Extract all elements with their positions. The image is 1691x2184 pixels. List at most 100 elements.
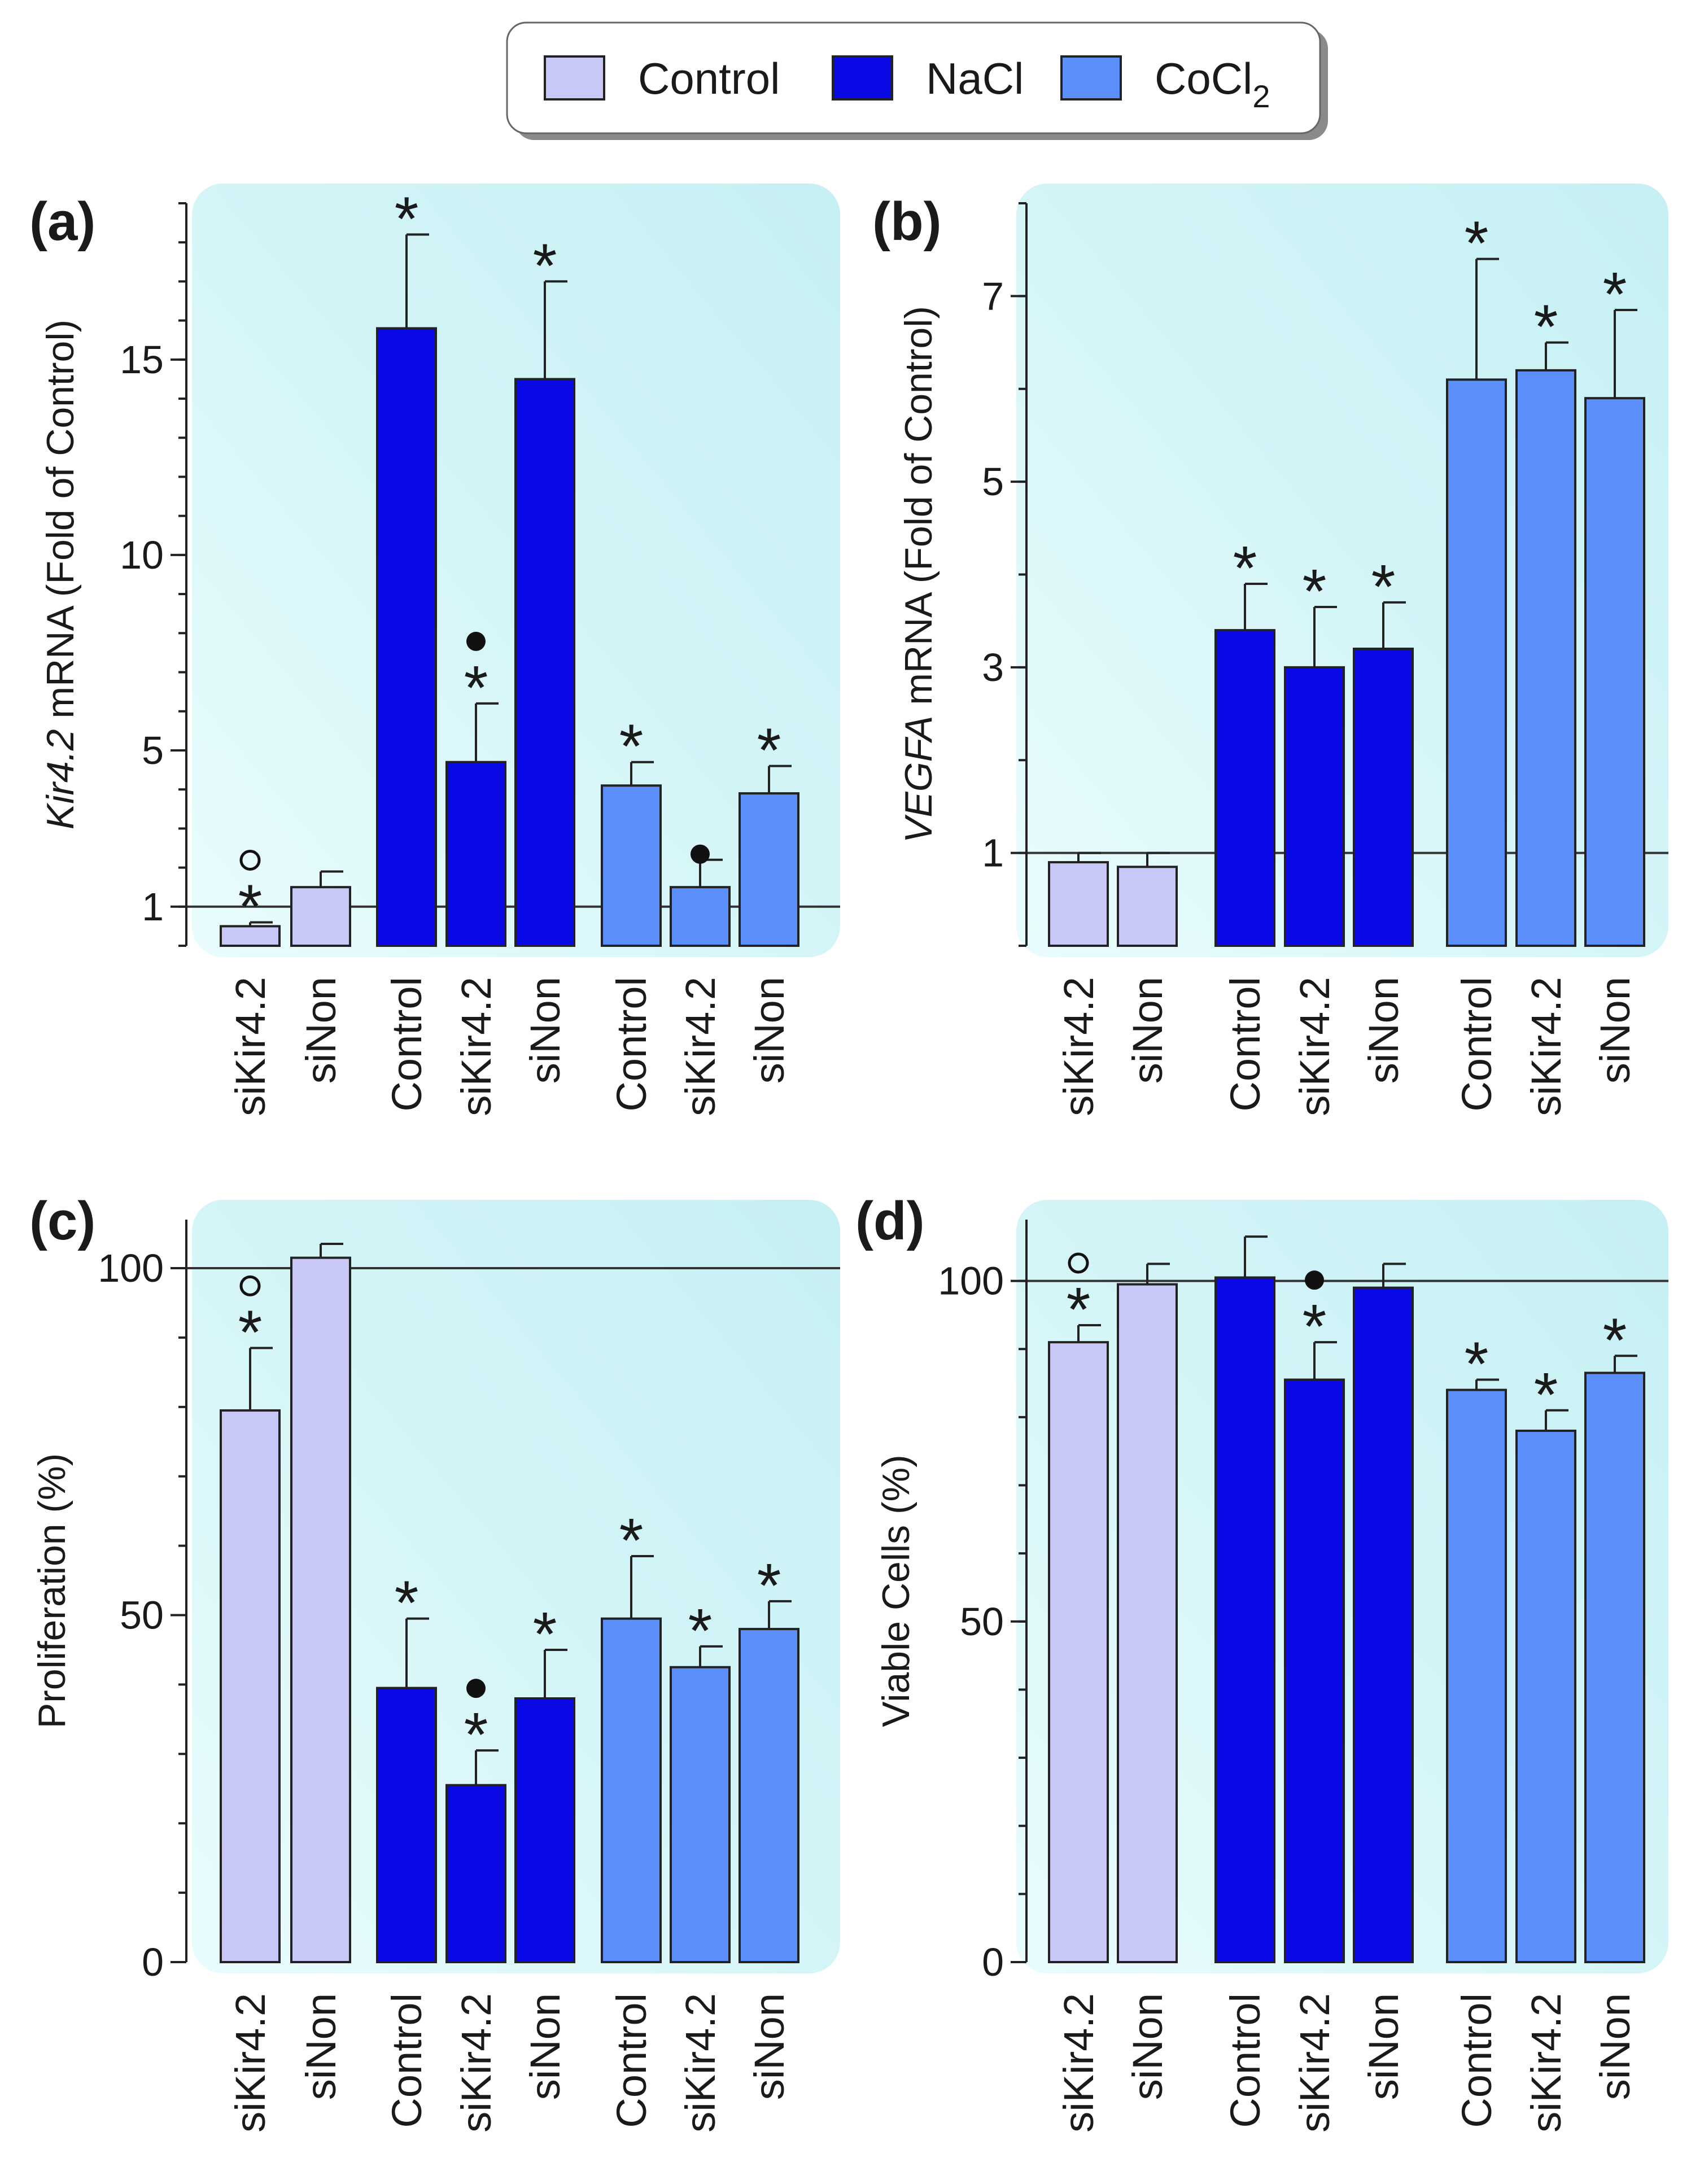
bar: [739, 1628, 799, 1964]
legend-label-nacl: NaCl: [926, 54, 1024, 103]
panel-b: (b) 1 3 5 7 VEGFA mRNA (Fold of Control) siKir…: [872, 184, 1668, 1116]
bar: [445, 761, 506, 947]
legend-subscript: 2: [1252, 78, 1270, 114]
category-label: siNon: [298, 1993, 344, 2100]
bar: [601, 784, 662, 947]
open-circle-marker: [239, 849, 261, 871]
bar: [670, 1666, 731, 1964]
significance-star: *: [1465, 1330, 1489, 1399]
significance-star: *: [1303, 557, 1327, 626]
panel-d: (d) 0 50 100 Viable Cells (%) * siKir4.2 siNon C…: [855, 1191, 1668, 2133]
significance-star: *: [1603, 260, 1627, 329]
category-label: Control: [383, 977, 430, 1112]
bar: [670, 886, 731, 947]
significance-star: *: [533, 231, 557, 300]
y-tick-label: 10: [120, 533, 164, 577]
bar: [1584, 1371, 1645, 1964]
category-label: siKir4.2: [677, 1993, 724, 2133]
category-label: siKir4.2: [453, 977, 500, 1116]
bar: [739, 792, 799, 947]
category-label: Control: [1453, 1993, 1500, 2128]
legend-swatch-control: [544, 55, 605, 101]
significance-star: *: [757, 716, 781, 785]
category-label: siKir4.2: [453, 1993, 500, 2133]
bar: [1584, 397, 1645, 947]
significance-star: *: [1534, 292, 1558, 362]
significance-star: *: [533, 1600, 557, 1669]
bar: [1353, 648, 1414, 947]
significance-star: *: [1465, 209, 1489, 278]
category-label: siKir4.2: [677, 977, 724, 1116]
significance-star: *: [395, 1569, 419, 1638]
category-label: siNon: [746, 977, 793, 1084]
legend-label-control: Control: [638, 54, 780, 103]
significance-star: *: [1303, 1292, 1327, 1361]
category-label: Control: [1453, 977, 1500, 1112]
significance-star: *: [395, 184, 419, 254]
legend: Control NaCl CoCl2: [506, 21, 1328, 140]
bar: [1353, 1286, 1414, 1963]
significance-star: *: [1534, 1360, 1558, 1430]
panel-label: (a): [29, 191, 95, 252]
category-label: siNon: [522, 1993, 569, 2100]
y-tick-label: 5: [982, 460, 1004, 504]
category-label: siNon: [1124, 1993, 1171, 2100]
category-label: Control: [608, 977, 655, 1112]
y-tick-label: 0: [982, 1940, 1004, 1984]
y-axis-title-text: mRNA (Fold of Control): [897, 306, 940, 716]
bar: [1048, 861, 1109, 947]
y-tick-label: 7: [982, 274, 1004, 318]
y-tick-label: 15: [120, 338, 164, 382]
legend-swatch-nacl: [832, 55, 893, 101]
y-axis-title-text: Viable Cells (%): [875, 1454, 917, 1727]
bar: [1446, 378, 1507, 947]
category-label: siNon: [1360, 1993, 1407, 2100]
bar: [601, 1617, 662, 1964]
significance-star: *: [757, 1551, 781, 1620]
category-label: Control: [608, 1993, 655, 2128]
category-label: siKir4.2: [227, 977, 274, 1116]
significance-star: *: [688, 1596, 713, 1666]
significance-star: *: [464, 653, 488, 723]
bar: [1284, 666, 1345, 947]
open-circle-marker: [239, 1275, 261, 1296]
panel-label: (b): [872, 191, 942, 252]
category-label: siNon: [746, 1993, 793, 2100]
bar: [1117, 866, 1178, 947]
significance-star: *: [619, 1506, 644, 1575]
y-axis-title: Viable Cells (%): [875, 1454, 917, 1727]
bar: [1284, 1378, 1345, 1964]
category-label: siKir4.2: [1523, 977, 1570, 1116]
y-axis-title: Proliferation (%): [30, 1453, 73, 1729]
panel-c: (c) 0 50 100 Proliferation (%) * siKir4.2 siNon…: [29, 1191, 840, 2133]
legend-box: [506, 21, 1321, 134]
category-label: siNon: [1592, 977, 1638, 1084]
bar: [220, 1409, 281, 1963]
category-label: Control: [383, 1993, 430, 2128]
significance-star: *: [1067, 1275, 1091, 1344]
category-label: siNon: [522, 977, 569, 1084]
category-label: siNon: [1592, 1993, 1638, 2100]
bar: [514, 378, 575, 947]
category-label: siKir4.2: [1523, 1993, 1570, 2133]
bar: [514, 1697, 575, 1964]
bar: [290, 1256, 351, 1963]
significance-star: *: [464, 1700, 488, 1770]
bar: [1214, 629, 1275, 947]
y-axis-title-italic: Kir4.2: [39, 729, 82, 829]
y-tick-label: 50: [120, 1593, 164, 1637]
y-tick-label: 100: [98, 1246, 164, 1290]
bar: [1048, 1341, 1109, 1963]
open-circle-marker: [1068, 1252, 1089, 1274]
panel-label: (d): [855, 1191, 925, 1251]
filled-circle-marker: [466, 631, 486, 651]
category-label: siKir4.2: [1055, 977, 1102, 1116]
bar: [376, 327, 437, 947]
panel-label: (c): [29, 1191, 95, 1251]
y-axis-title: VEGFA mRNA (Fold of Control): [897, 306, 940, 843]
category-label: siNon: [1360, 977, 1407, 1084]
y-tick-label: 50: [960, 1600, 1004, 1644]
y-axis-title-text: Proliferation (%): [30, 1453, 73, 1729]
y-tick-label: 3: [982, 645, 1004, 689]
significance-star: *: [1371, 552, 1396, 622]
